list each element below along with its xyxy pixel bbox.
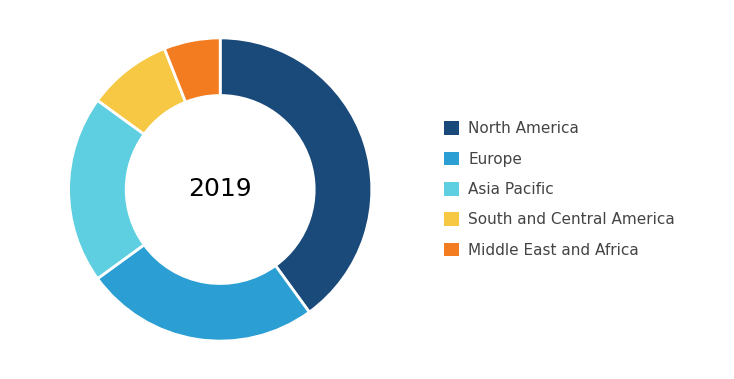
Wedge shape <box>68 100 144 279</box>
Wedge shape <box>164 38 220 102</box>
Wedge shape <box>220 38 372 312</box>
Legend: North America, Europe, Asia Pacific, South and Central America, Middle East and : North America, Europe, Asia Pacific, Sou… <box>436 114 683 265</box>
Wedge shape <box>98 49 186 134</box>
Wedge shape <box>98 245 309 341</box>
Text: 2019: 2019 <box>189 177 252 202</box>
